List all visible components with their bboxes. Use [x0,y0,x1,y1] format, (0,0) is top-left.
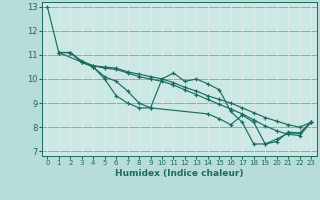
X-axis label: Humidex (Indice chaleur): Humidex (Indice chaleur) [115,169,244,178]
